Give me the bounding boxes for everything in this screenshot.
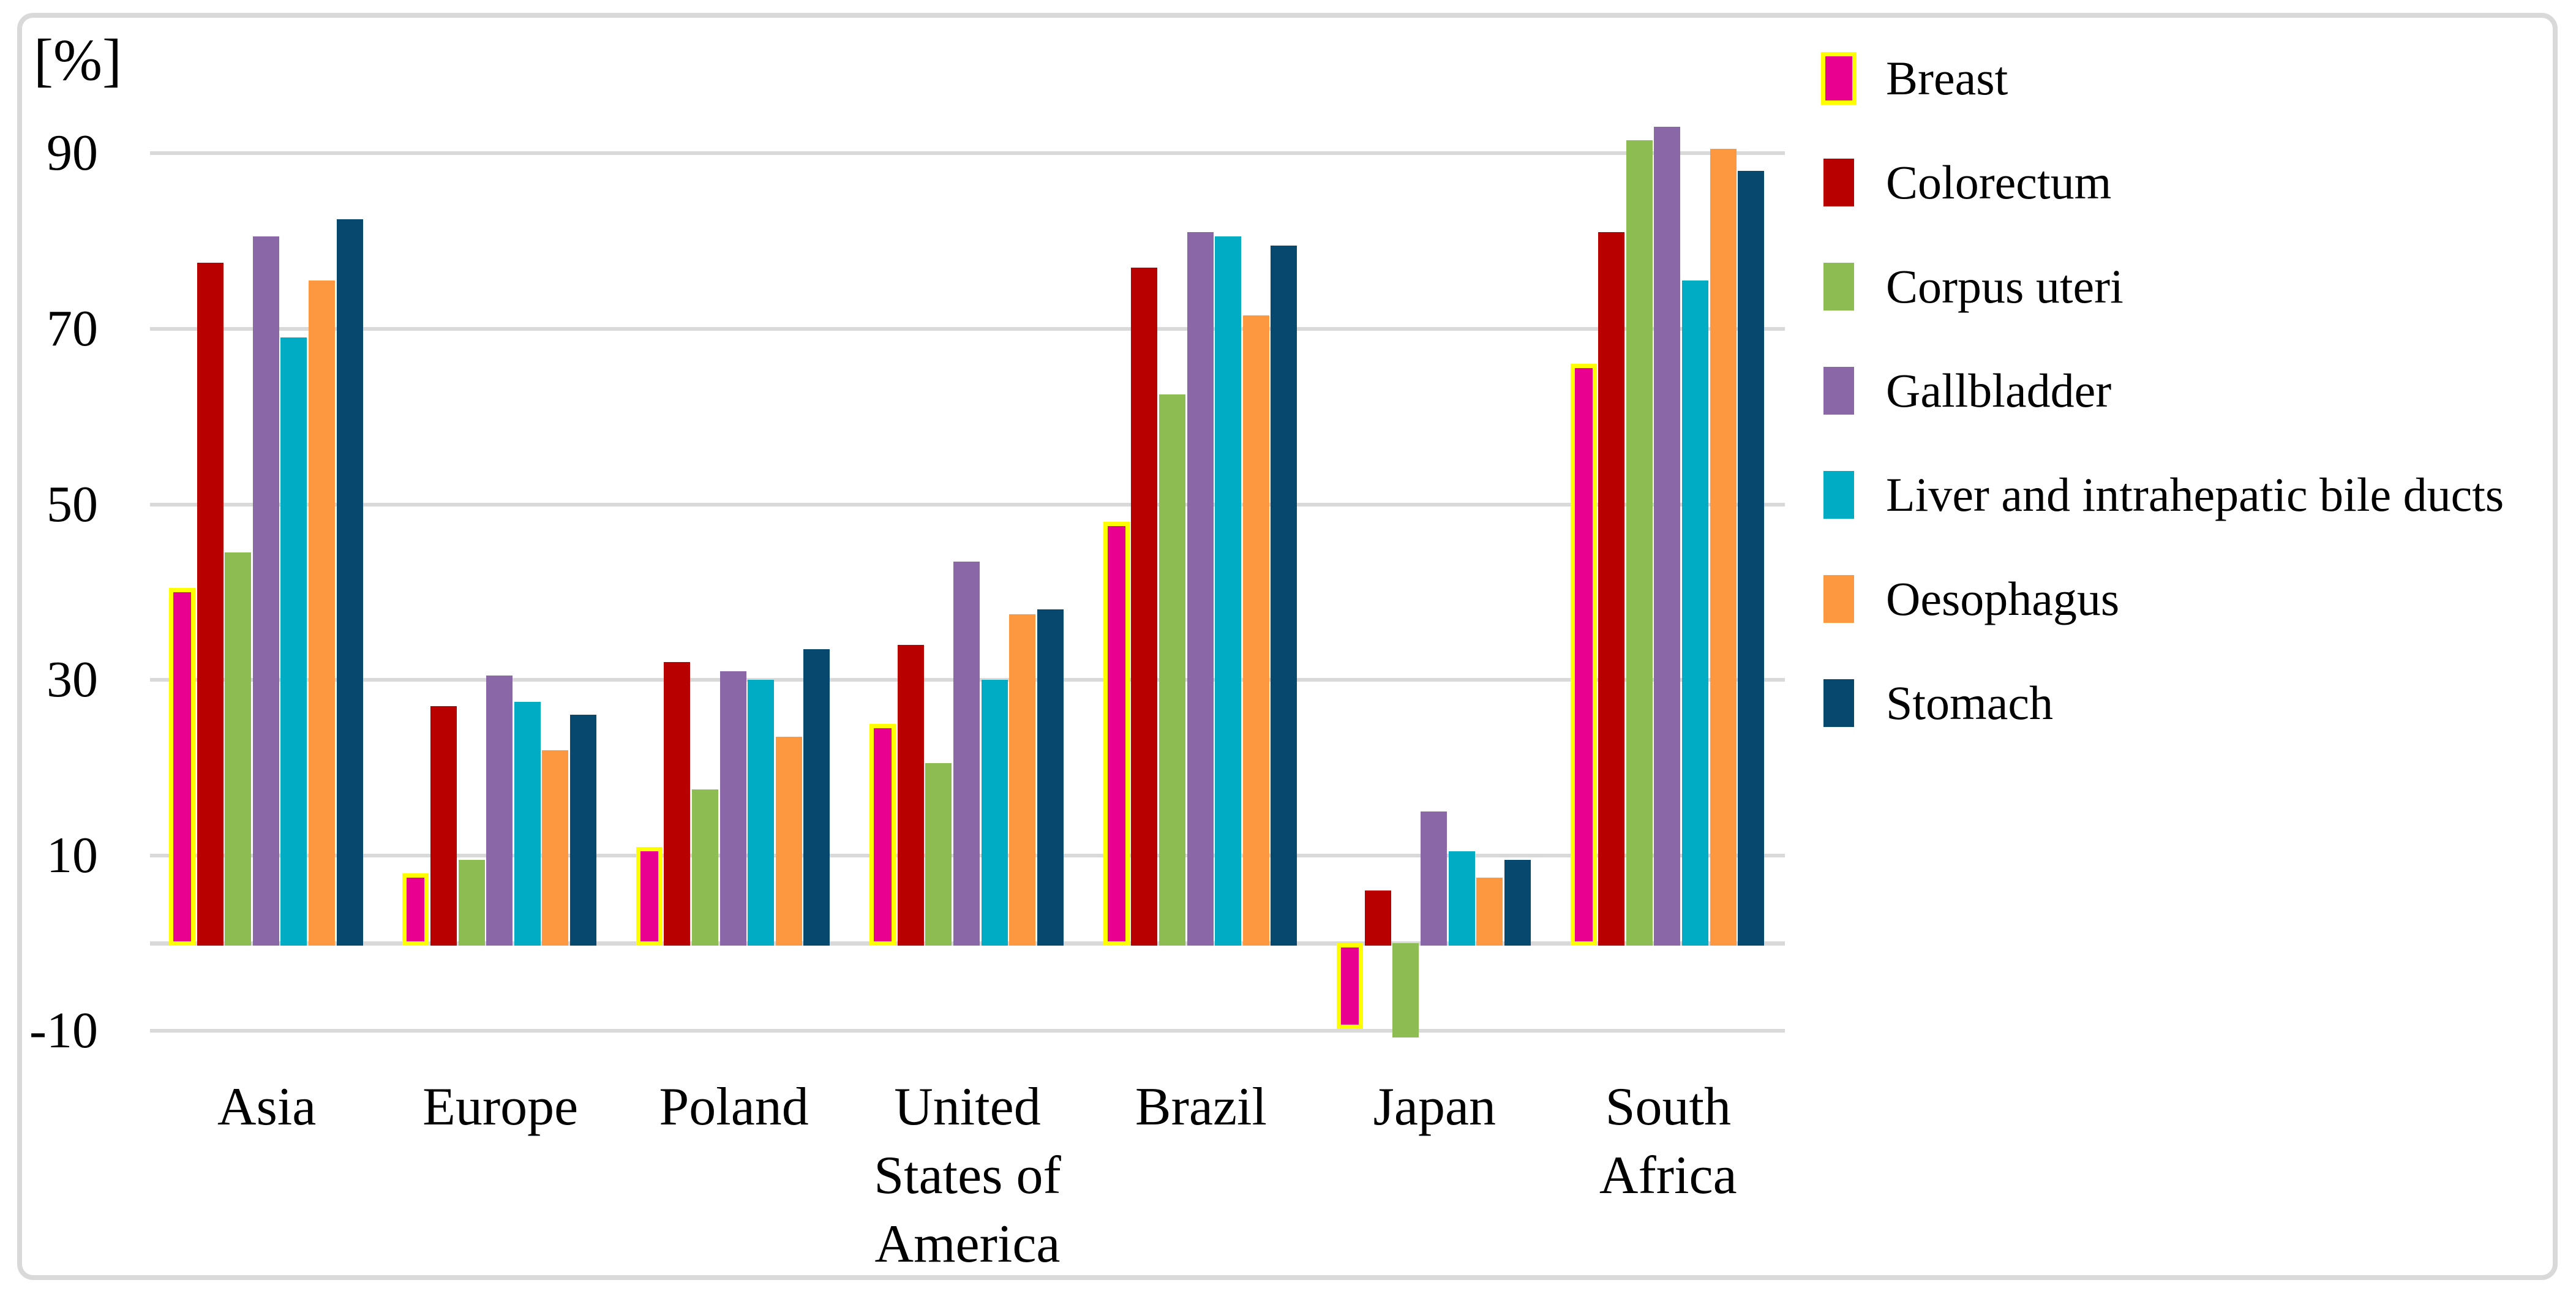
y-tick-label: -10 [29, 1002, 98, 1060]
legend-label-gallbladder: Gallbladder [1886, 364, 2112, 417]
bar-gallbladder-japan [1420, 811, 1447, 946]
bar-oesophagus-brazil [1242, 315, 1269, 946]
bar-stomach-south-africa [1738, 170, 1765, 946]
legend-swatch-colorectum [1823, 159, 1854, 206]
bar-gallbladder-brazil [1187, 232, 1214, 946]
y-axis-unit-label: [%] [34, 27, 122, 92]
x-axis-label-line: South [1605, 1077, 1731, 1137]
bar-gallbladder-asia [252, 236, 279, 946]
bar-breast-united-states-of-america [869, 723, 896, 946]
bar-stomach-asia [336, 219, 363, 946]
bar-corpus-uteri-europe [458, 859, 485, 946]
bar-gallbladder-poland [719, 671, 746, 946]
bar-breast-brazil [1103, 522, 1130, 946]
bar-stomach-united-states-of-america [1037, 609, 1064, 946]
bar-colorectum-europe [430, 706, 457, 946]
bar-stomach-japan [1504, 859, 1531, 946]
bar-oesophagus-asia [309, 281, 335, 946]
bar-oesophagus-poland [775, 737, 802, 946]
x-axis-label-line: Brazil [1135, 1077, 1267, 1137]
x-axis-label-south-africa: South Africa [1552, 1073, 1785, 1210]
y-tick-label: 30 [47, 651, 98, 709]
bar-oesophagus-europe [542, 750, 569, 946]
bar-gallbladder-united-states-of-america [953, 561, 980, 946]
bar-colorectum-brazil [1131, 267, 1158, 946]
y-tick-label: 50 [47, 475, 98, 533]
y-tick-label: 70 [47, 299, 98, 357]
gridline-90 [150, 151, 1785, 156]
bar-stomach-poland [803, 649, 830, 946]
bar-corpus-uteri-south-africa [1626, 140, 1653, 946]
x-axis-label-europe: Europe [383, 1073, 617, 1142]
bar-oesophagus-japan [1476, 877, 1503, 946]
gridline-50 [150, 502, 1785, 506]
x-axis-label-line: United [894, 1077, 1041, 1137]
bar-liver-and-intrahepatic-bile-ducts-japan [1448, 851, 1475, 946]
bar-gallbladder-south-africa [1654, 127, 1681, 946]
x-axis-label-line: America [874, 1214, 1061, 1274]
bar-oesophagus-south-africa [1710, 149, 1737, 946]
legend-label-stomach: Stomach [1886, 676, 2053, 729]
x-axis-label-line: Japan [1373, 1077, 1496, 1137]
x-axis-label-line: Africa [1599, 1146, 1737, 1205]
bar-breast-japan [1337, 943, 1364, 1030]
x-axis-label-united-states-of-america: United States of America [851, 1073, 1084, 1279]
bar-stomach-europe [570, 715, 597, 946]
x-axis-label-asia: Asia [150, 1073, 383, 1142]
bar-liver-and-intrahepatic-bile-ducts-south-africa [1681, 281, 1708, 946]
bar-corpus-uteri-asia [225, 552, 252, 946]
bar-liver-and-intrahepatic-bile-ducts-brazil [1215, 236, 1242, 946]
bar-corpus-uteri-brazil [1158, 394, 1185, 946]
legend-swatch-corpus-uteri [1823, 263, 1854, 311]
gridline--10 [150, 1029, 1785, 1033]
bar-breast-south-africa [1570, 364, 1597, 946]
bar-colorectum-poland [664, 662, 691, 946]
x-axis-label-poland: Poland [617, 1073, 851, 1142]
bar-colorectum-united-states-of-america [897, 644, 924, 946]
legend-swatch-gallbladder [1823, 367, 1854, 415]
x-axis-label-line: Poland [659, 1077, 809, 1137]
bar-colorectum-japan [1364, 890, 1391, 946]
bar-colorectum-asia [197, 263, 223, 946]
bar-corpus-uteri-poland [692, 789, 719, 946]
legend-swatch-breast [1821, 52, 1857, 105]
y-tick-label: 10 [47, 826, 98, 884]
gridline-70 [150, 326, 1785, 331]
x-axis-label-brazil: Brazil [1084, 1073, 1318, 1142]
x-axis-label-line: Asia [217, 1077, 317, 1137]
legend-label-liver-and-intrahepatic-bile-ducts: Liver and intrahepatic bile ducts [1886, 468, 2504, 521]
bar-liver-and-intrahepatic-bile-ducts-asia [280, 337, 307, 946]
y-tick-label: 90 [47, 124, 98, 182]
bar-liver-and-intrahepatic-bile-ducts-united-states-of-america [981, 680, 1008, 946]
legend-label-corpus-uteri: Corpus uteri [1886, 260, 2124, 313]
bar-stomach-brazil [1271, 245, 1297, 946]
bar-breast-europe [402, 873, 429, 946]
bar-colorectum-south-africa [1598, 232, 1625, 946]
bar-gallbladder-europe [486, 675, 513, 946]
bar-breast-asia [169, 587, 195, 946]
x-axis-label-line: States of [874, 1146, 1061, 1205]
x-axis-label-line: Europe [422, 1077, 579, 1137]
x-axis-label-japan: Japan [1318, 1073, 1551, 1142]
bar-corpus-uteri-united-states-of-america [925, 763, 952, 946]
bar-breast-poland [636, 846, 663, 946]
legend-swatch-stomach [1823, 679, 1854, 727]
bar-liver-and-intrahepatic-bile-ducts-europe [514, 701, 541, 946]
bar-liver-and-intrahepatic-bile-ducts-poland [748, 680, 775, 946]
legend-swatch-oesophagus [1823, 575, 1854, 623]
bar-oesophagus-united-states-of-america [1009, 614, 1036, 946]
legend-label-colorectum: Colorectum [1886, 156, 2112, 209]
legend-label-oesophagus: Oesophagus [1886, 572, 2120, 625]
legend-label-breast: Breast [1886, 51, 2008, 105]
legend-swatch-liver-and-intrahepatic-bile-ducts [1823, 471, 1854, 519]
bar-corpus-uteri-japan [1392, 943, 1419, 1038]
